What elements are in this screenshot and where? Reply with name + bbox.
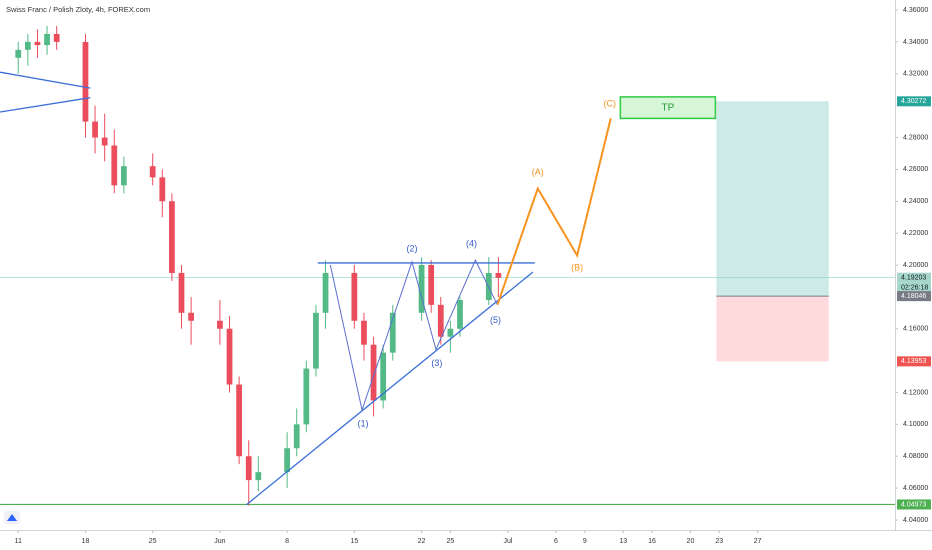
candle-body — [293, 424, 300, 449]
candle-body — [255, 472, 262, 481]
candle-body — [495, 272, 502, 278]
wave-label: (5) — [490, 315, 501, 325]
wave-path — [496, 118, 612, 306]
wave-label: (1) — [357, 419, 368, 429]
logo — [4, 511, 20, 524]
candle-body — [188, 312, 194, 321]
price-tag — [897, 291, 931, 302]
x-tick-label: 9 — [583, 538, 587, 545]
y-tick-label: 4.24000 — [903, 198, 928, 205]
loss-zone — [716, 296, 829, 362]
candle-body — [303, 368, 310, 425]
price-tag — [897, 356, 931, 367]
candle-body — [457, 300, 463, 329]
price-tag-label: 4.18046 — [901, 293, 926, 300]
x-tick-label: 20 — [687, 538, 695, 545]
trend-line — [0, 71, 91, 89]
candle-body — [53, 33, 60, 42]
price-tag-label: 4.30272 — [901, 98, 926, 105]
candle-body — [149, 166, 156, 178]
candle-body — [437, 304, 444, 337]
x-tick-label: 16 — [648, 538, 656, 545]
candle-body — [226, 328, 233, 385]
x-tick-label: 6 — [554, 538, 558, 545]
candle-body — [15, 49, 22, 58]
y-tick-label: 4.10000 — [903, 421, 928, 428]
y-tick-label: 4.34000 — [903, 39, 928, 46]
candle-body — [217, 320, 223, 329]
price-tag-label: 4.13953 — [901, 358, 926, 365]
trend-line — [0, 97, 91, 113]
candle-body — [178, 272, 185, 313]
x-tick-label: 25 — [149, 538, 157, 545]
y-tick-label: 4.08000 — [903, 453, 928, 460]
x-tick-label: Jun — [214, 538, 225, 545]
tp-box — [619, 96, 717, 120]
x-tick-label: 27 — [754, 538, 762, 545]
candle-body — [428, 265, 435, 305]
tp-label: TP — [661, 102, 674, 113]
countdown-label: 02:26:18 — [901, 285, 928, 292]
price-tag-label: 4.19203 — [901, 275, 926, 282]
candle-body — [159, 177, 166, 202]
y-tick-label: 4.04000 — [903, 517, 928, 524]
price-tag — [897, 96, 931, 107]
candle-body — [101, 137, 108, 146]
candle-body — [361, 320, 367, 345]
wave-path — [329, 259, 498, 412]
x-tick-label: 23 — [715, 538, 723, 545]
y-tick-label: 4.16000 — [903, 326, 928, 333]
wave-label: (3) — [431, 358, 442, 368]
price-tag-label: 4.04973 — [901, 501, 926, 508]
candle-body — [380, 352, 387, 401]
candle-body — [351, 272, 358, 321]
candle-body — [284, 448, 291, 473]
price-tag — [897, 272, 931, 283]
candle-body — [236, 384, 242, 457]
candle-body — [245, 456, 252, 481]
candle-body — [24, 41, 31, 50]
candle-body — [389, 312, 396, 353]
y-tick-label: 4.28000 — [903, 134, 928, 141]
x-tick-label: 22 — [418, 538, 426, 545]
countdown-tag — [897, 282, 931, 293]
y-tick-label: 4.32000 — [903, 71, 928, 78]
y-tick-label: 4.26000 — [903, 166, 928, 173]
candle-body — [44, 33, 50, 46]
x-tick-label: Jul — [504, 538, 513, 545]
y-tick-label: 4.36000 — [903, 7, 928, 14]
candle-body — [34, 41, 41, 46]
trend-line — [245, 271, 534, 506]
y-tick-label: 4.06000 — [903, 485, 928, 492]
x-tick-label: 11 — [15, 538, 22, 545]
x-tick-label: 15 — [350, 538, 358, 545]
candle-body — [370, 344, 377, 401]
wave-label: (2) — [406, 243, 417, 253]
price-tag — [897, 499, 931, 510]
chart-title: Swiss Franc / Polish Zloty, 4h, FOREX.co… — [6, 5, 150, 14]
candle-body — [169, 201, 175, 273]
y-tick-label: 4.12000 — [903, 389, 928, 396]
wave-label: (C) — [604, 98, 617, 108]
x-tick-label: 8 — [285, 538, 289, 545]
candle-body — [92, 121, 98, 138]
candle-body — [82, 41, 89, 122]
x-tick-label: 18 — [82, 538, 90, 545]
candle-body — [418, 265, 425, 313]
profit-zone — [716, 101, 829, 297]
candle-body — [322, 272, 329, 313]
candle-body — [447, 328, 454, 337]
candle-body — [120, 166, 127, 186]
candle-body — [313, 312, 319, 369]
wave-label: (B) — [571, 263, 583, 273]
wave-label: (A) — [532, 167, 544, 177]
y-tick-label: 4.22000 — [903, 230, 928, 237]
x-tick-label: 25 — [446, 538, 454, 545]
y-tick-label: 4.20000 — [903, 262, 928, 269]
wave-label: (4) — [466, 239, 477, 249]
candle-body — [111, 145, 118, 186]
x-tick-label: 13 — [619, 538, 627, 545]
